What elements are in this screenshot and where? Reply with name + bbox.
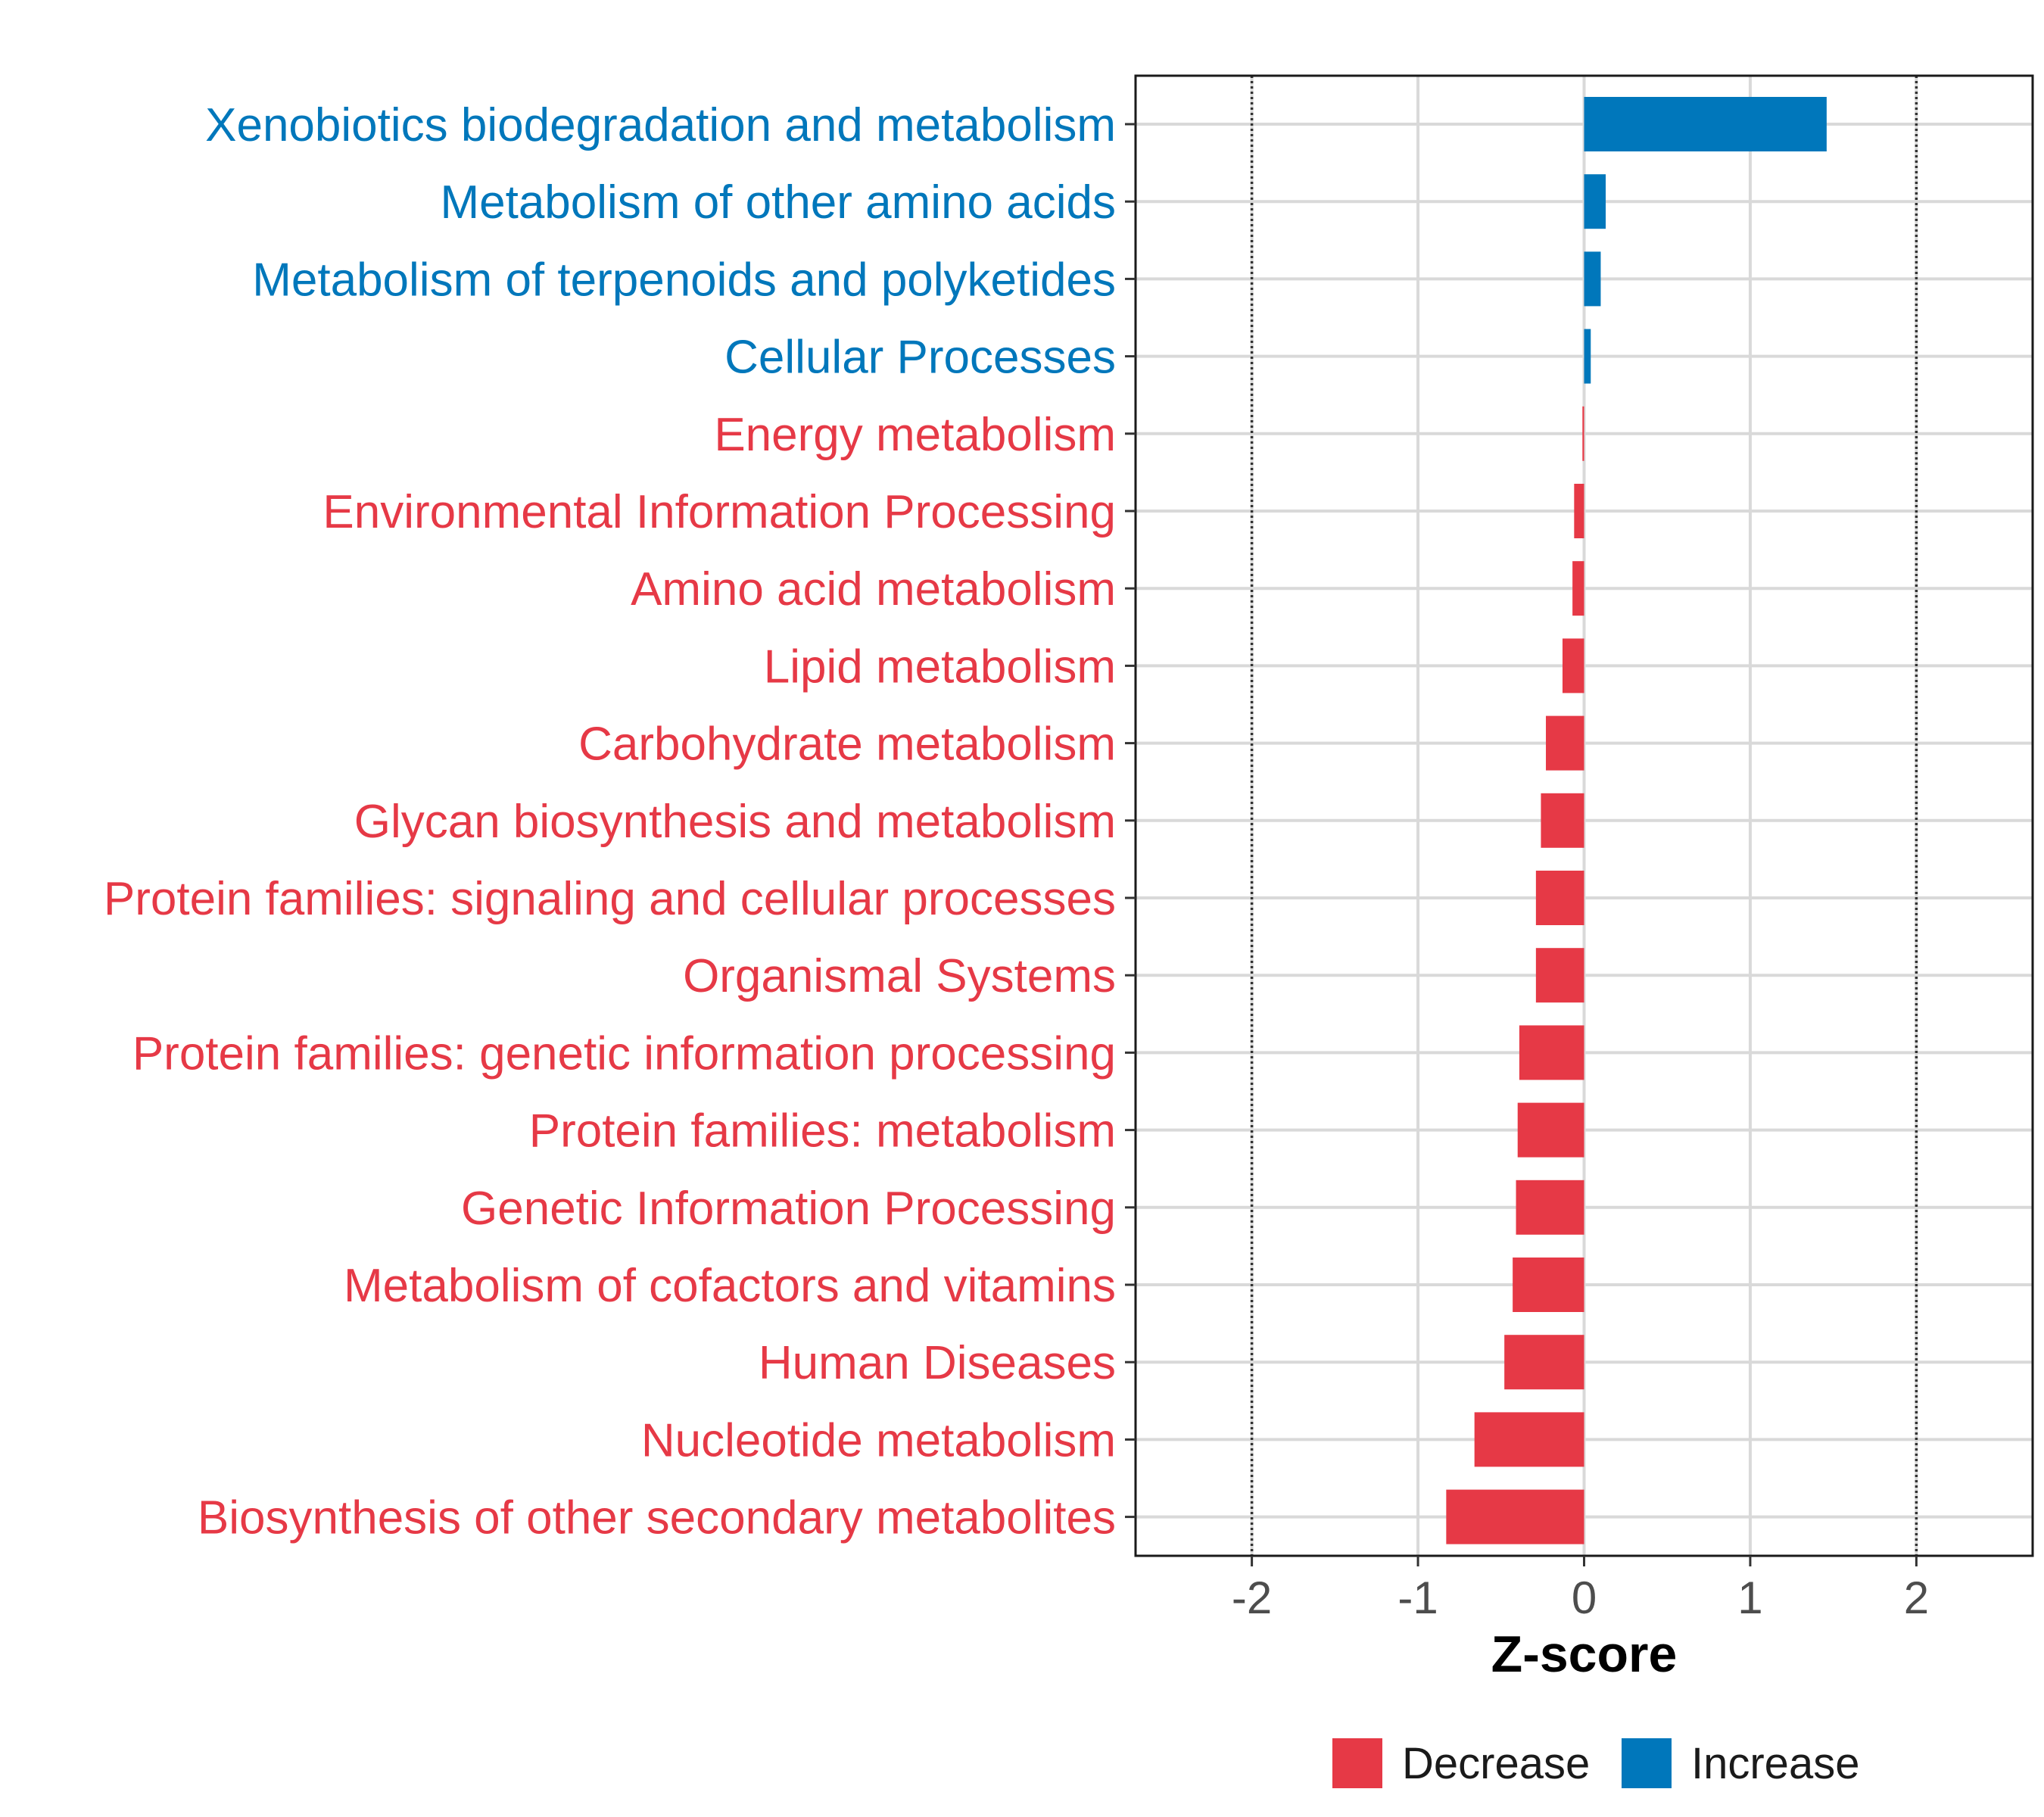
bar-16 <box>1504 1335 1584 1390</box>
category-label-2: Metabolism of terpenoids and polyketides <box>252 254 1116 306</box>
bar-0 <box>1584 97 1827 151</box>
x-tick-label-1: -1 <box>1397 1572 1438 1623</box>
category-label-11: Organismal Systems <box>683 950 1116 1002</box>
legend: Decrease Increase <box>1332 1738 1859 1788</box>
category-labels: Xenobiotics biodegradation and metabolis… <box>104 99 1116 1544</box>
category-label-7: Lipid metabolism <box>764 640 1116 693</box>
bar-2 <box>1584 251 1601 307</box>
category-label-3: Cellular Processes <box>724 332 1116 384</box>
x-tick-label-2: 0 <box>1572 1572 1597 1623</box>
category-label-6: Amino acid metabolism <box>631 563 1116 616</box>
bar-6 <box>1572 561 1584 616</box>
bar-14 <box>1516 1180 1584 1235</box>
x-axis-title: Z-score <box>1491 1625 1678 1683</box>
legend-swatch-1 <box>1622 1738 1672 1788</box>
legend-label-1: Increase <box>1691 1739 1859 1788</box>
category-label-16: Human Diseases <box>759 1337 1116 1389</box>
bar-9 <box>1541 793 1584 848</box>
bar-1 <box>1584 174 1606 229</box>
legend-swatch-0 <box>1332 1738 1382 1788</box>
category-label-10: Protein families: signaling and cellular… <box>104 873 1116 925</box>
bar-10 <box>1535 871 1584 925</box>
bar-8 <box>1546 715 1584 771</box>
category-label-15: Metabolism of cofactors and vitamins <box>344 1260 1116 1312</box>
category-label-14: Genetic Information Processing <box>461 1183 1116 1235</box>
bar-13 <box>1517 1102 1584 1158</box>
category-label-13: Protein families: metabolism <box>529 1105 1116 1158</box>
bar-18 <box>1446 1489 1584 1544</box>
category-label-9: Glycan biosynthesis and metabolism <box>354 796 1116 848</box>
bar-11 <box>1535 948 1584 1003</box>
x-axis-ticks: -2 -1 0 1 2 <box>1232 1556 1929 1623</box>
bar-5 <box>1574 484 1584 538</box>
x-tick-label-4: 2 <box>1904 1572 1929 1623</box>
x-tick-label-3: 1 <box>1737 1572 1762 1623</box>
bar-7 <box>1562 638 1584 693</box>
legend-label-0: Decrease <box>1402 1739 1590 1788</box>
category-label-4: Energy metabolism <box>714 409 1116 461</box>
category-label-0: Xenobiotics biodegradation and metabolis… <box>205 99 1116 151</box>
bar-4 <box>1582 406 1584 461</box>
category-label-12: Protein families: genetic information pr… <box>132 1027 1116 1080</box>
bar-12 <box>1519 1025 1584 1080</box>
category-label-8: Carbohydrate metabolism <box>578 718 1116 771</box>
category-label-1: Metabolism of other amino acids <box>440 176 1116 229</box>
y-axis-ticks <box>1125 123 1136 1519</box>
bar-layer <box>1446 97 1827 1544</box>
category-label-5: Environmental Information Processing <box>322 486 1116 538</box>
x-tick-label-0: -2 <box>1232 1572 1272 1623</box>
category-label-18: Biosynthesis of other secondary metaboli… <box>198 1492 1116 1544</box>
bar-17 <box>1474 1412 1584 1467</box>
bar-3 <box>1584 329 1591 384</box>
bar-15 <box>1513 1258 1584 1312</box>
category-label-17: Nucleotide metabolism <box>641 1414 1116 1466</box>
